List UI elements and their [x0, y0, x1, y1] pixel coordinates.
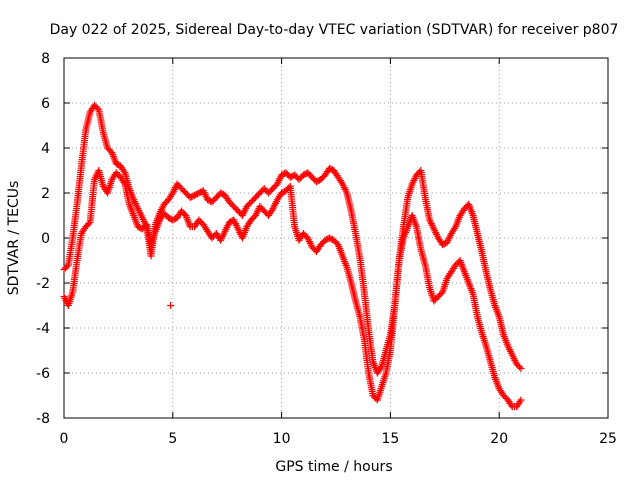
data-point: [516, 398, 524, 406]
x-tick-label: 0: [60, 431, 69, 447]
y-tick-label: -6: [36, 366, 50, 382]
data-point: [507, 401, 515, 409]
data-point: [377, 364, 385, 372]
y-tick-label: 2: [41, 186, 50, 202]
x-axis-label: GPS time / hours: [275, 459, 392, 475]
data-point: [167, 302, 175, 309]
data-point: [517, 365, 525, 372]
data-point: [63, 263, 71, 270]
data-point: [120, 167, 128, 175]
x-tick-label: 15: [381, 431, 399, 447]
x-tick-label: 25: [599, 431, 617, 447]
data-point: [120, 178, 128, 186]
x-tick-label: 10: [273, 431, 291, 447]
grid: [64, 58, 608, 418]
y-tick-label: 4: [41, 141, 50, 157]
plot-frame: [63, 57, 609, 419]
y-tick-label: -8: [36, 411, 50, 427]
data-point: [451, 224, 459, 232]
data-point: [517, 396, 525, 404]
data-point: [85, 220, 93, 228]
y-tick-label: 8: [41, 51, 50, 67]
y-axis-label: SDTVAR / TECUs: [6, 181, 22, 296]
x-axis: 0 5 10 15 20 25: [60, 58, 617, 447]
y-tick-label: 6: [41, 96, 50, 112]
x-tick-label: 5: [168, 431, 177, 447]
data-points: [60, 101, 525, 411]
x-tick-label: 20: [490, 431, 508, 447]
y-tick-label: -4: [36, 321, 50, 337]
y-tick-label: -2: [36, 276, 50, 292]
y-tick-label: 0: [41, 231, 50, 247]
data-point: [516, 363, 524, 371]
y-axis: -8 -6 -4 -2 0 2 4 6 8: [36, 51, 608, 427]
data-point: [93, 104, 101, 112]
chart-title: Day 022 of 2025, Sidereal Day-to-day VTE…: [50, 22, 619, 38]
